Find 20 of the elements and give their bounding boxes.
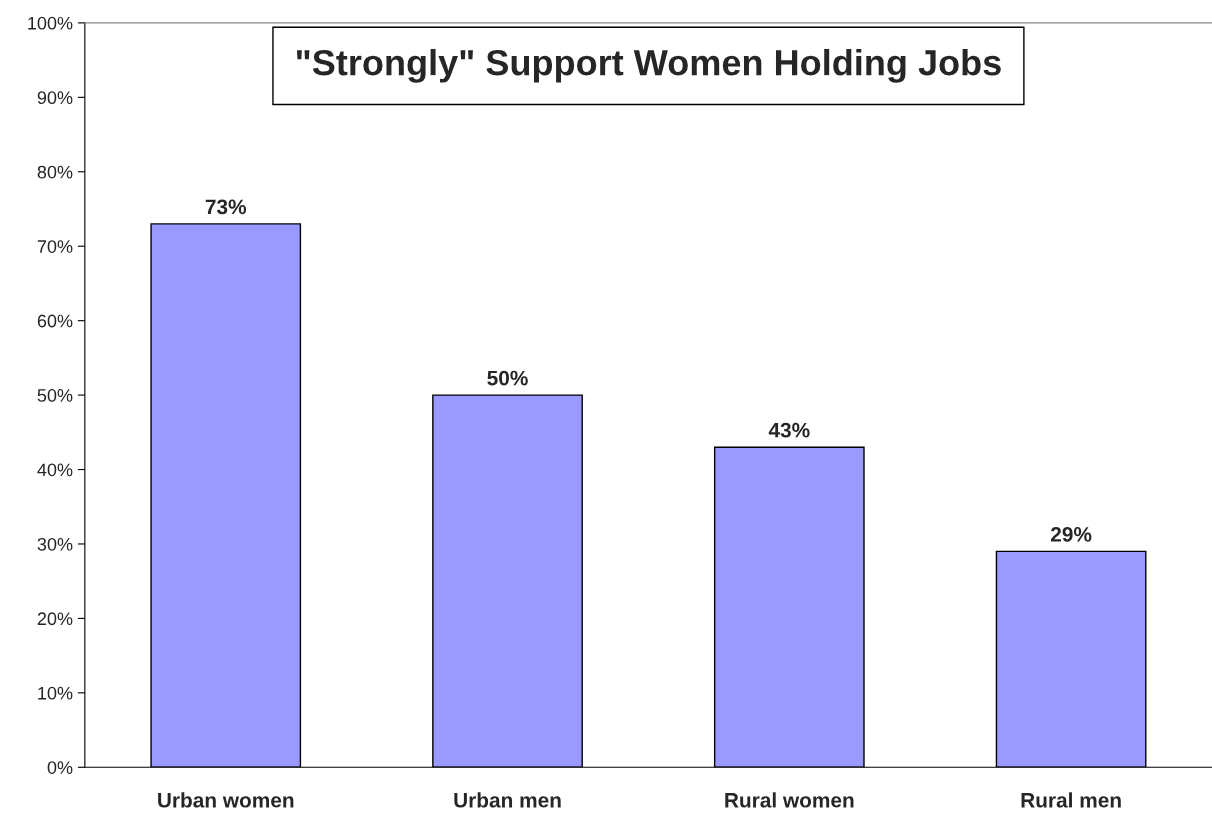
data-label: 50% <box>487 370 528 386</box>
text: "Strongly" Support Women Holding Jobs <box>297 48 1001 83</box>
y-tick-label: 40% <box>37 463 73 477</box>
x-tick-label: Urban men <box>454 792 561 808</box>
data-label: 73% <box>205 199 247 215</box>
y-tick-label: 0% <box>47 761 73 774</box>
y-tick-label: 30% <box>37 537 73 551</box>
y-tick-label: 90% <box>37 91 73 105</box>
y-tick-label: 70% <box>37 240 73 253</box>
y-tick-label: 80% <box>37 165 73 179</box>
y-tick-label: 20% <box>37 612 73 626</box>
data-label: 29% <box>1050 526 1092 542</box>
data-label: 43% <box>768 422 810 438</box>
x-tick-label: Rural men <box>1021 792 1121 808</box>
x-tick-label: Rural women <box>725 792 854 808</box>
y-tick-label: 10% <box>38 686 73 700</box>
y-tick-label: 100% <box>28 16 73 30</box>
y-tick-label: 60% <box>37 314 73 328</box>
x-tick-label: Urban women <box>158 792 294 808</box>
y-tick-label: 50% <box>37 389 73 402</box>
